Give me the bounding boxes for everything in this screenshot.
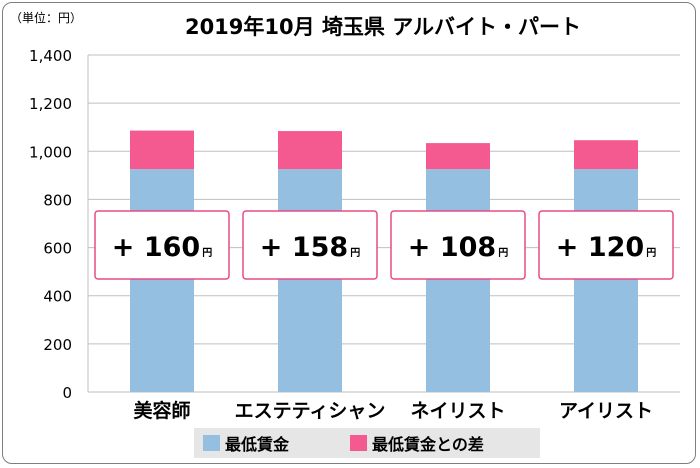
y-axis-ticks: 0 200 400 600 800 1,000 1,200 1,400	[29, 47, 72, 402]
difference-callout-box	[94, 210, 230, 280]
legend-label: 最低賃金との差	[372, 435, 484, 454]
difference-callout-box	[242, 210, 378, 280]
chart-title: 2019年10月 埼玉県 アルバイト・パート	[185, 15, 581, 39]
y-tick-label: 800	[43, 191, 72, 209]
y-tick-label: 1,400	[29, 47, 72, 65]
y-tick-label: 0	[62, 384, 72, 402]
legend-label: 最低賃金	[225, 435, 290, 454]
bars	[130, 130, 638, 392]
difference-callouts: + 160 円 + 158 円 + 108 円 + 120 円	[94, 210, 674, 280]
difference-label: + 120 円	[556, 232, 656, 263]
y-tick-label: 200	[43, 336, 72, 354]
difference-callout-box	[538, 210, 674, 280]
x-category-label: 美容師	[133, 399, 190, 422]
legend-swatch	[350, 435, 367, 451]
x-category-label: アイリスト	[559, 400, 653, 422]
x-category-label: ネイリスト	[410, 400, 505, 422]
bar-difference	[574, 140, 638, 170]
unit-label: （単位：円）	[10, 10, 82, 25]
difference-label: + 160 円	[112, 232, 212, 263]
y-tick-label: 600	[43, 240, 72, 258]
bar-difference	[130, 130, 194, 170]
difference-callout-box	[390, 210, 526, 280]
bar-minimum-wage	[130, 169, 194, 392]
bar-minimum-wage	[278, 169, 342, 392]
y-tick-label: 400	[43, 288, 72, 306]
difference-label: + 158 円	[260, 232, 360, 263]
bar-difference	[426, 143, 490, 170]
x-axis-labels: 美容師 エステティシャン ネイリスト アイリスト	[133, 399, 653, 422]
legend: 最低賃金 最低賃金との差	[194, 428, 540, 458]
bar-difference	[278, 131, 342, 170]
legend-swatch	[203, 435, 220, 451]
y-tick-label: 1,200	[29, 95, 72, 113]
bar-minimum-wage	[426, 169, 490, 392]
difference-label: + 108 円	[408, 232, 508, 263]
x-category-label: エステティシャン	[235, 400, 386, 422]
y-tick-label: 1,000	[29, 143, 72, 161]
bar-minimum-wage	[574, 169, 638, 392]
chart-frame	[2, 2, 696, 464]
